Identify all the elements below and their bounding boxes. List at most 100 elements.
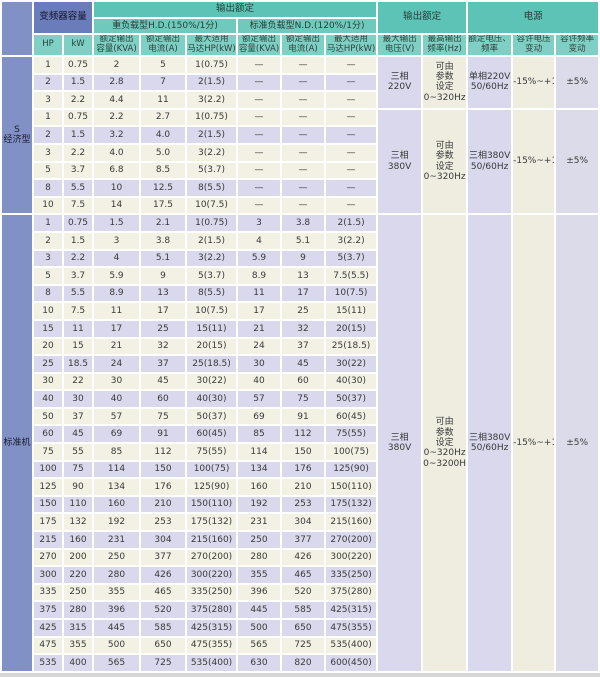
table-body: S 经济型 1 0.75 2 5 1(0.75) — — — 三相 220V 可由 参数 设定 0~… (2, 57, 599, 671)
cell-nd-rated-kva: 21 (238, 320, 281, 337)
header-output-rating-right: 输出额定 (378, 2, 467, 33)
cell-nd-max-motor: 100(75) (326, 444, 377, 460)
col-nd-max-motor: 最大适用 马达HP(kW) (326, 35, 377, 55)
merged-frequency-tolerance: ±5% (556, 109, 599, 214)
cell-hd-rated-kva: 3 (94, 232, 140, 249)
table-header: 变频器容量 输出额定 输出额定 电源 重负载型H.D.(150%/1分) 标准负… (2, 2, 599, 55)
cell-hd-rated-current: 304 (141, 532, 186, 548)
cell-hd-rated-current: 25 (141, 320, 186, 337)
merged-rated-voltage-frequency: 单相220V 50/60Hz (468, 57, 512, 108)
cell-hd-rated-current: 4.0 (141, 127, 186, 143)
cell-nd-rated-current: 45 (282, 356, 325, 372)
cell-kw: 7.5 (64, 303, 93, 319)
cell-hp: 75 (34, 444, 62, 460)
cell-hp: 2 (34, 127, 62, 143)
cell-hd-rated-kva: 30 (94, 373, 140, 390)
cell-hd-rated-current: 377 (141, 549, 186, 566)
cell-nd-rated-current: 91 (282, 408, 325, 425)
cell-hd-max-motor: 425(315) (187, 620, 237, 636)
cell-nd-rated-kva: 85 (238, 426, 281, 443)
cell-hd-rated-kva: 85 (94, 444, 140, 460)
cell-hd-max-motor: 100(75) (187, 461, 237, 478)
section-label: S 经济型 (2, 57, 32, 214)
table-row: 125 90 134 176 125(90) 160 210 150(110) (2, 479, 598, 495)
cell-nd-max-motor: — (326, 144, 377, 161)
cell-kw: 132 (64, 514, 93, 531)
table-row: 475 355 500 650 475(355) 565 725 535(400) (2, 637, 598, 654)
merged-voltage-tolerance: -15%~+10% (513, 109, 555, 214)
cell-kw: 1.5 (64, 127, 93, 143)
cell-hd-rated-current: 585 (141, 620, 186, 636)
cell-hd-rated-current: 12.5 (141, 180, 186, 196)
cell-kw: 280 (64, 602, 93, 618)
cell-kw: 0.75 (64, 57, 93, 73)
table-row: 335 250 355 465 335(250) 396 520 375(280) (2, 584, 598, 601)
cell-hd-max-motor: 25(18.5) (187, 356, 237, 372)
cell-hd-rated-kva: 5.9 (94, 268, 140, 284)
cell-nd-rated-current: 253 (282, 496, 325, 513)
cell-nd-rated-kva: 57 (238, 391, 281, 407)
cell-hd-rated-current: 45 (141, 373, 186, 390)
cell-nd-max-motor: 60(45) (326, 408, 377, 425)
col-hp: HP (34, 35, 62, 55)
cell-hd-max-motor: 1(0.75) (187, 109, 237, 126)
cell-nd-rated-current: 5.1 (282, 232, 325, 249)
cell-nd-rated-current: 465 (282, 567, 325, 583)
cell-nd-max-motor: 150(110) (326, 479, 377, 495)
cell-nd-rated-kva: 445 (238, 602, 281, 618)
cell-hd-rated-kva: 114 (94, 461, 140, 478)
cell-nd-rated-kva: 630 (238, 655, 281, 671)
cell-hd-rated-kva: 445 (94, 620, 140, 636)
cell-nd-max-motor: — (326, 74, 377, 91)
cell-nd-max-motor: 2(1.5) (326, 215, 377, 231)
cell-hd-rated-kva: 69 (94, 426, 140, 443)
col-hd-max-motor: 最大适用 马达HP(kW) (187, 35, 237, 55)
cell-kw: 200 (64, 549, 93, 566)
cell-hp: 20 (34, 338, 62, 355)
cell-hp: 175 (34, 514, 62, 531)
cell-hd-rated-kva: 396 (94, 602, 140, 618)
cell-hd-max-motor: 75(55) (187, 444, 237, 460)
cell-nd-rated-current: 725 (282, 637, 325, 654)
cell-hd-max-motor: 535(400) (187, 655, 237, 671)
cell-hd-max-motor: 125(90) (187, 479, 237, 495)
cell-hd-rated-kva: 565 (94, 655, 140, 671)
cell-hd-max-motor: 300(220) (187, 567, 237, 583)
cell-nd-max-motor: 50(37) (326, 391, 377, 407)
cell-kw: 15 (64, 338, 93, 355)
header-nd-group: 标准负载型N.D.(120%/1分) (238, 19, 377, 33)
cell-hd-max-motor: 60(45) (187, 426, 237, 443)
cell-hd-rated-kva: 355 (94, 584, 140, 601)
table-row: 10 7.5 14 17.5 10(7.5) — — — (2, 197, 598, 214)
cell-kw: 110 (64, 496, 93, 513)
cell-nd-max-motor: 75(55) (326, 426, 377, 443)
cell-hd-rated-kva: 250 (94, 549, 140, 566)
cell-nd-rated-current: — (282, 57, 325, 73)
cell-nd-rated-kva: 3 (238, 215, 281, 231)
col-voltage-tolerance: 容许电压 变动 (513, 35, 555, 55)
merged-frequency-tolerance: ±5% (556, 57, 599, 108)
cell-kw: 5.5 (64, 180, 93, 196)
cell-nd-rated-current: 304 (282, 514, 325, 531)
cell-nd-max-motor: 3(2.2) (326, 232, 377, 249)
cell-nd-rated-kva: 11 (238, 285, 281, 302)
cell-nd-rated-current: 820 (282, 655, 325, 671)
cell-hp: 1 (34, 57, 62, 73)
cell-nd-max-motor: — (326, 197, 377, 214)
cell-hd-rated-current: 7 (141, 74, 186, 91)
cell-nd-rated-kva: 231 (238, 514, 281, 531)
col-max-output-frequency: 最高输出 频率(Hz) (423, 35, 467, 55)
header-output-rating-left: 输出额定 (94, 2, 377, 17)
cell-hp: 10 (34, 303, 62, 319)
cell-hd-rated-kva: 11 (94, 303, 140, 319)
cell-hp: 60 (34, 426, 62, 443)
cell-hd-max-motor: 20(15) (187, 338, 237, 355)
table-row: 15 11 17 25 15(11) 21 32 20(15) (2, 320, 598, 337)
cell-nd-rated-current: — (282, 109, 325, 126)
cell-hd-max-motor: 1(0.75) (187, 57, 237, 73)
cell-kw: 37 (64, 408, 93, 425)
table-row: 25 18.5 24 37 25(18.5) 30 45 30(22) (2, 356, 598, 372)
cell-nd-rated-current: — (282, 162, 325, 179)
cell-hd-rated-current: 650 (141, 637, 186, 654)
col-hd-rated-current: 额定输出 电流(A) (141, 35, 186, 55)
